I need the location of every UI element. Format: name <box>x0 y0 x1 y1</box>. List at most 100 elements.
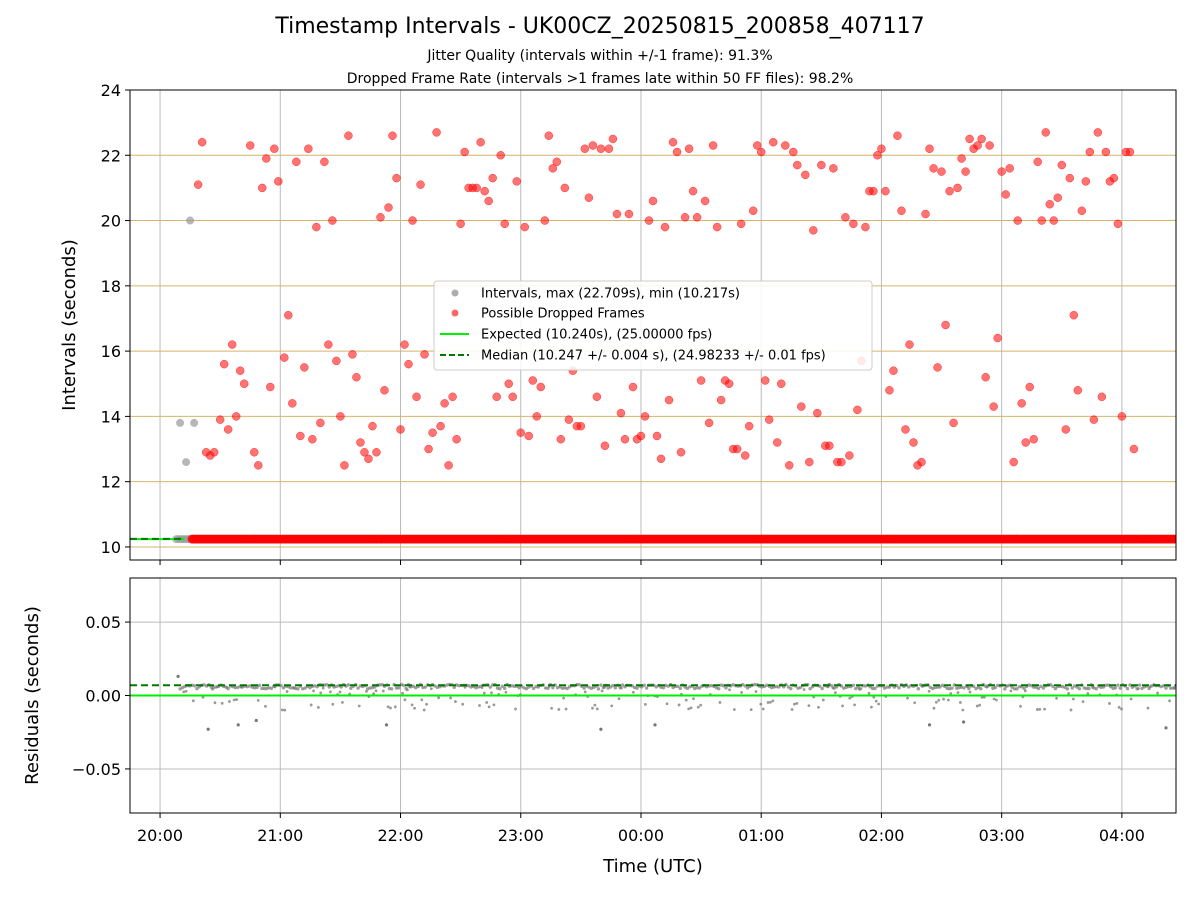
dropped-frame-point <box>372 448 381 457</box>
dropped-frame-point <box>231 412 241 421</box>
residual-point <box>488 685 492 689</box>
x-tick-label: 20:00 <box>137 826 183 845</box>
dropped-frame-point <box>1061 425 1071 434</box>
residual-point <box>232 698 236 702</box>
dropped-frame-point <box>292 157 301 167</box>
dropped-frame-point <box>712 222 722 232</box>
residual-point <box>182 690 186 694</box>
intervals-points <box>176 216 199 467</box>
residuals-y-axis-label: Residuals (seconds) <box>22 606 43 785</box>
dropped-frame-point <box>684 144 694 153</box>
dropped-frame-point <box>528 376 538 385</box>
residual-point <box>565 686 569 691</box>
residual-point <box>487 705 491 709</box>
residual-point <box>993 685 997 690</box>
residual-point <box>1043 707 1046 711</box>
dropped-frame-point <box>1117 412 1127 421</box>
dropped-frame-point <box>548 164 558 173</box>
residual-point <box>257 683 262 688</box>
dropped-frame-point <box>552 157 562 167</box>
residual-point <box>1067 692 1070 695</box>
x-tick-label: 23:00 <box>498 826 544 845</box>
dropped-frame-point <box>274 177 283 186</box>
residual-point <box>906 696 909 700</box>
residual-point <box>937 698 941 702</box>
residual-point <box>564 707 568 711</box>
dropped-frame-point <box>436 421 445 431</box>
dropped-frame-point <box>424 444 433 454</box>
residual-point <box>1022 686 1026 691</box>
residual-point <box>807 704 811 708</box>
residual-point <box>397 686 401 690</box>
dropped-frame-point <box>672 147 682 157</box>
residual-point <box>423 685 428 689</box>
residual-point <box>913 701 917 705</box>
residual-point <box>316 706 320 709</box>
residual-point <box>1113 686 1118 690</box>
residual-point <box>1137 683 1142 687</box>
residual-point <box>821 698 825 702</box>
dropped-frame-point <box>957 154 966 163</box>
dropped-frame-point <box>1101 147 1111 157</box>
baseline-points <box>172 534 1176 544</box>
residual-point <box>543 686 548 690</box>
dropped-frame-point <box>576 421 586 431</box>
dropped-frame-point <box>628 382 638 392</box>
residual-point <box>644 686 649 690</box>
residual-point <box>264 704 267 708</box>
residual-outlier-point <box>653 723 657 727</box>
dropped-frame-point <box>500 219 509 229</box>
intervals-x-ticks <box>159 560 1123 565</box>
residual-point <box>1035 708 1039 711</box>
dropped-frame-point <box>785 461 794 470</box>
dropped-frame-point <box>776 379 786 388</box>
y-tick-label: 20 <box>101 212 121 231</box>
dropped-frame-point <box>680 213 690 222</box>
residual-point <box>1039 684 1043 689</box>
legend: Intervals, max (22.709s), min (10.217s) … <box>433 280 873 371</box>
residual-point <box>349 686 353 690</box>
dropped-frame-point <box>245 141 255 150</box>
dropped-frame-point <box>308 434 317 444</box>
residual-point <box>192 684 197 688</box>
dropped-frame-point <box>1125 147 1135 157</box>
residual-point <box>365 689 368 693</box>
residual-point <box>1041 686 1046 690</box>
dropped-frame-point <box>270 144 279 153</box>
dropped-frame-point <box>897 206 906 216</box>
dropped-frame-point <box>336 412 345 421</box>
residual-point <box>1087 686 1091 691</box>
residual-point <box>503 686 507 691</box>
dropped-frame-point <box>1049 216 1059 225</box>
dropped-frame-point <box>985 141 994 150</box>
dropped-frame-point <box>440 399 449 408</box>
residual-point <box>425 702 428 706</box>
dropped-frame-point <box>209 448 219 457</box>
dropped-frame-point <box>193 180 203 189</box>
dropped-frame-point <box>532 412 542 421</box>
dropped-frame-point <box>1017 399 1026 408</box>
residual-point <box>393 705 397 709</box>
residual-point <box>1072 697 1075 701</box>
residual-point <box>1012 687 1017 691</box>
residual-point <box>961 708 965 712</box>
residual-point <box>593 703 597 707</box>
dropped-frame-point <box>901 425 910 434</box>
residual-point <box>724 686 728 690</box>
residual-point <box>312 689 315 693</box>
intervals-y-axis-label: Intervals (seconds) <box>59 239 80 411</box>
residual-point <box>429 687 433 691</box>
residual-point <box>927 689 931 693</box>
dropped-frame-point <box>772 438 782 447</box>
residual-point <box>1081 700 1085 704</box>
residual-point <box>685 686 690 691</box>
y-tick-label: 16 <box>101 342 121 361</box>
dropped-frame-point <box>953 183 962 193</box>
residual-point <box>500 684 505 688</box>
residual-point <box>191 699 195 703</box>
y-tick-label: 22 <box>101 146 121 165</box>
residual-point <box>676 684 680 689</box>
x-tick-label: 02:00 <box>858 826 904 845</box>
dropped-frame-point <box>813 408 822 418</box>
residual-point <box>1164 686 1168 690</box>
